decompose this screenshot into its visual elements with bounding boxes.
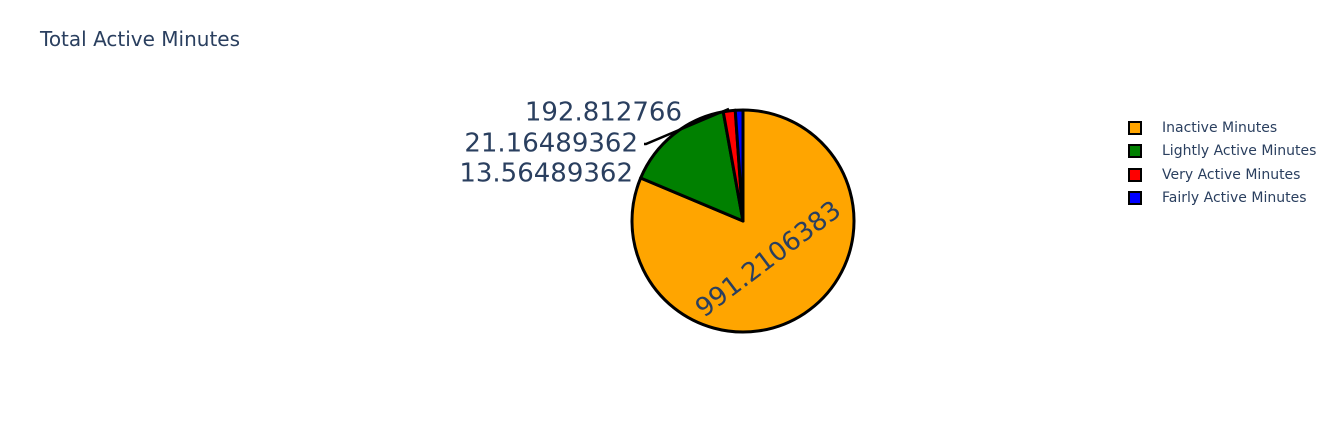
- legend-swatch: [1128, 167, 1142, 182]
- slice-label-lightly-active-minutes: 192.812766: [525, 98, 682, 128]
- slice-label-fairly-active-minutes: 13.56489362: [459, 159, 633, 189]
- legend-item-lightly-active-minutes[interactable]: Lightly Active Minutes: [1128, 140, 1316, 164]
- legend-item-inactive-minutes[interactable]: Inactive Minutes: [1128, 116, 1316, 140]
- legend-swatch: [1128, 191, 1142, 206]
- legend-item-fairly-active-minutes[interactable]: Fairly Active Minutes: [1128, 187, 1316, 211]
- legend-swatch: [1128, 120, 1142, 135]
- chart-title: Total Active Minutes: [40, 27, 241, 51]
- legend-label: Inactive Minutes: [1162, 119, 1278, 136]
- legend: Inactive Minutes Lightly Active Minutes Ve…: [1128, 116, 1316, 210]
- slice-label-very-active-minutes: 21.16489362: [464, 129, 638, 159]
- legend-swatch: [1128, 144, 1142, 159]
- legend-label: Fairly Active Minutes: [1162, 190, 1307, 207]
- leader-line: [644, 107, 730, 146]
- legend-item-very-active-minutes[interactable]: Very Active Minutes: [1128, 163, 1316, 187]
- pie-slices: [630, 108, 856, 334]
- legend-label: Very Active Minutes: [1162, 166, 1301, 183]
- pie-slice-fairly-active-minutes[interactable]: [733, 108, 745, 223]
- legend-label: Lightly Active Minutes: [1162, 143, 1317, 160]
